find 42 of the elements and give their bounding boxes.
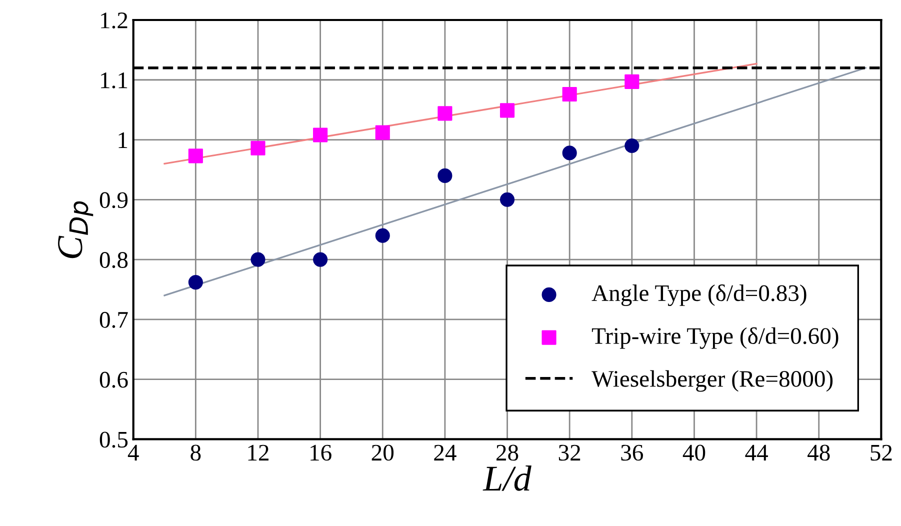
x-tick-label: 40 <box>682 444 706 461</box>
x-tick-label: 16 <box>310 444 332 461</box>
y-tick-label: 1.2 <box>101 12 128 29</box>
point <box>250 252 266 267</box>
legend-label: Wieselsberger (Re=8000) <box>592 370 833 392</box>
point <box>313 128 328 142</box>
point <box>375 228 390 243</box>
x-tick-label: 24 <box>434 444 456 460</box>
y-tick-label: 1 <box>118 132 128 148</box>
point <box>438 106 452 121</box>
y-tick-label: 0.7 <box>100 312 128 328</box>
point <box>188 275 203 290</box>
legend-label: Angle Type (δ/d=0.83) <box>592 284 806 306</box>
point <box>562 146 577 160</box>
x-tick-label: 12 <box>248 444 268 460</box>
x-tick-label: 32 <box>558 444 580 461</box>
x-axis-title: L/d <box>482 465 532 491</box>
point <box>500 192 515 207</box>
point <box>500 103 515 118</box>
x-tick-label: 48 <box>808 444 830 461</box>
point <box>250 140 266 156</box>
x-tick-label: 52 <box>870 444 892 461</box>
legend-label: Trip-wire Type (δ/d=0.60) <box>592 327 838 349</box>
y-tick-label: 0.5 <box>100 432 128 448</box>
point <box>624 138 640 154</box>
y-axis-title: C$_{Dp}$ <box>58 201 94 258</box>
x-tick-label: 36 <box>621 444 643 461</box>
y-tick-label: 0.6 <box>100 372 128 388</box>
x-tick-label: 8 <box>190 444 201 461</box>
point <box>438 168 452 183</box>
y-tick-label: 0.9 <box>100 192 128 208</box>
x-tick-label: 4 <box>128 444 139 460</box>
y-tick-label: 1.1 <box>101 72 128 88</box>
point <box>375 125 390 140</box>
y-tick-label: 0.8 <box>100 252 128 268</box>
x-tick-label: 44 <box>745 444 768 460</box>
point <box>562 86 577 102</box>
point <box>313 252 328 267</box>
point <box>624 74 640 89</box>
x-tick-label: 20 <box>372 444 394 461</box>
point <box>188 148 203 164</box>
x-tick-label: 28 <box>496 444 518 461</box>
